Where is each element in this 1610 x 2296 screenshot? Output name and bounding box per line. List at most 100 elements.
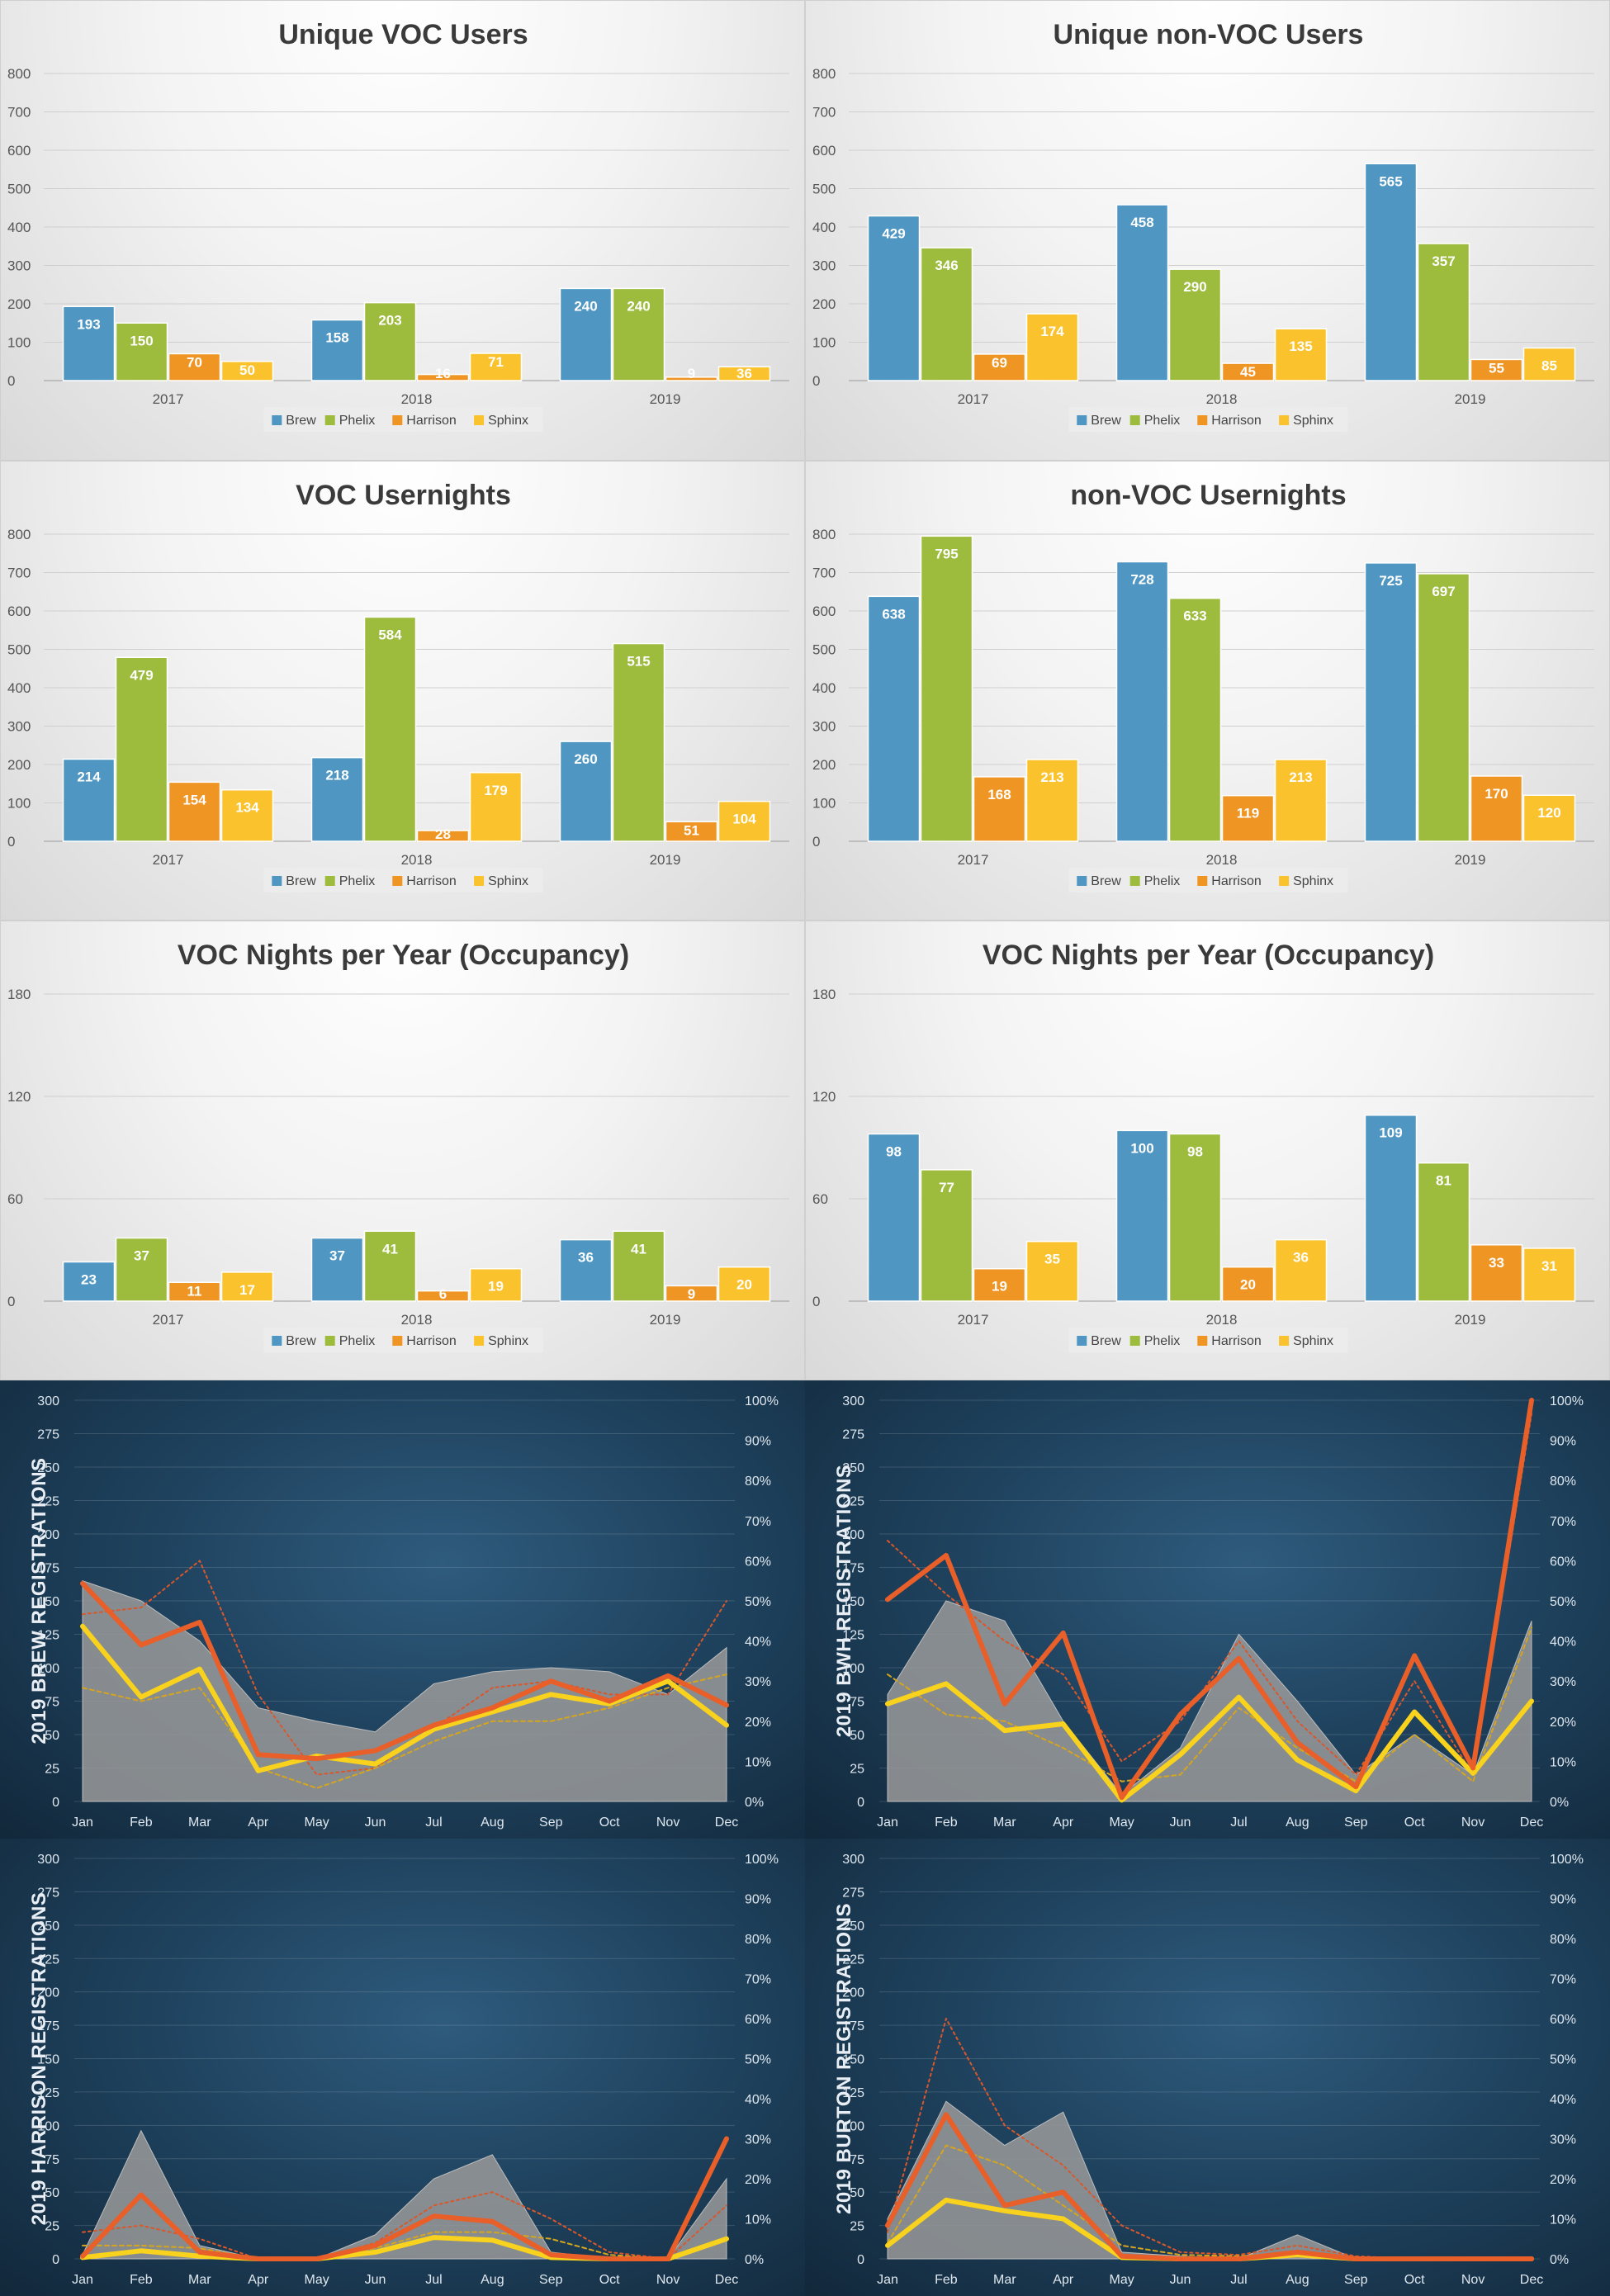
legend-label-phelix: Phelix [1144,1334,1181,1348]
x-tick-label: 2019 [650,852,681,868]
data-label: 479 [130,667,153,683]
bar-phelix-2019 [1417,243,1470,381]
x-tick-label: Jun [365,1815,386,1830]
y-tick-label: 125 [842,2086,864,2100]
x-tick-label: Sep [539,1815,563,1830]
x-tick-label: 2017 [153,1312,184,1328]
legend-label-sphinx: Sphinx [488,414,528,428]
bar-sphinx-2017 [1025,759,1079,842]
bar-brew-2019 [559,741,613,842]
legend-label-phelix: Phelix [339,874,376,888]
data-label: 37 [134,1248,149,1264]
data-label: 429 [882,226,905,242]
y-tick-label: 400 [7,220,31,235]
bar-harrison-2018 [416,373,470,381]
bar-harrison-2018 [1221,362,1275,381]
bar-harrison-2017 [168,353,221,381]
y-tick-label: 300 [7,258,31,274]
bar-phelix-2017 [920,247,973,381]
legend-swatch-sphinx [1279,415,1290,425]
bar-harrison-2017 [973,353,1026,381]
y-tick-label: 50 [45,1729,59,1743]
data-label: 240 [627,298,650,314]
legend-label-brew: Brew [286,1334,316,1348]
area-series [82,2129,727,2260]
y-tick-label: 200 [7,757,31,773]
y2-tick-label: 10% [1550,2213,1576,2227]
y-tick-label: 275 [37,1886,59,1900]
data-label: 346 [935,258,958,273]
data-label: 515 [627,654,650,670]
y-tick-label: 175 [37,1562,59,1576]
legend-label-harrison: Harrison [406,874,456,888]
y-tick-label: 100 [842,1662,864,1676]
legend-label-sphinx: Sphinx [1293,1334,1333,1348]
chart-title: VOC Usernights [296,480,511,511]
data-label: 33 [1489,1255,1504,1271]
chart-unique-voc-users: Unique VOC Users 0 100 200 300 400 500 600 700 80… [0,0,805,461]
y-tick-label: 0 [52,1796,59,1810]
bar-phelix-2017 [920,535,973,842]
legend-swatch-sphinx [1279,1336,1290,1346]
y-tick-label: 0 [812,834,820,850]
bar-sphinx-2017 [1025,1240,1079,1302]
bar-sphinx-2018 [1274,328,1328,381]
y2-tick-label: 80% [1550,1475,1576,1489]
data-label: 260 [574,751,597,767]
data-label: 697 [1432,584,1455,599]
bar-phelix-2018 [363,1230,417,1302]
data-label: 109 [1379,1125,1402,1141]
y-tick-label: 400 [812,680,836,696]
y-tick-label: 300 [7,719,31,735]
x-tick-label: Aug [481,2273,504,2287]
y-tick-label: 300 [37,1853,59,1867]
bar-harrison-2018 [416,830,470,842]
y-tick-label: 200 [842,1528,864,1542]
chart-bwh-registrations: 0 25 50 75 100 125 150 175 200 225 250 275 300 0% 10% 2… [805,1380,1610,1839]
x-tick-label: 2019 [650,1312,681,1328]
legend-label-harrison: Harrison [1211,874,1261,888]
data-label: 633 [1183,608,1206,624]
y2-tick-label: 50% [745,1595,771,1609]
legend-label-harrison: Harrison [406,1334,456,1348]
bar-phelix-2017 [115,656,168,842]
bar-sphinx-2019 [1522,1247,1576,1302]
x-tick-label: Apr [1053,1815,1074,1830]
y-tick-label: 225 [842,1953,864,1967]
legend-swatch-brew [272,876,282,886]
x-tick-label: Nov [656,1815,680,1830]
orange-dotted-line [887,2018,1532,2260]
bar-brew-2019 [1364,562,1418,842]
data-label: 77 [939,1180,954,1195]
data-label: 120 [1537,805,1560,821]
y2-tick-label: 0% [1550,2253,1569,2267]
bar-phelix-2018 [1168,268,1222,381]
data-label: 19 [488,1279,504,1295]
data-label: 170 [1485,786,1508,802]
y-tick-label: 150 [37,1595,59,1609]
chart-title: non-VOC Usernights [1070,480,1346,511]
data-label: 70 [187,354,202,370]
y-tick-label: 100 [37,2119,59,2133]
bar-brew-2017 [867,595,921,842]
bar-sphinx-2017 [220,361,274,381]
y-tick-label: 100 [37,1662,59,1676]
yellow-dotted-line [82,1673,727,1789]
bar-brew-2017 [867,1133,921,1302]
bar-harrison-2019 [1470,1244,1523,1302]
legend-label-sphinx: Sphinx [488,1334,528,1348]
y2-tick-label: 50% [745,2053,771,2067]
y-tick-label: 600 [7,143,31,159]
bar-sphinx-2018 [1274,1238,1328,1302]
x-tick-label: Jul [425,2273,442,2287]
legend-label-phelix: Phelix [1144,414,1181,428]
y-tick-label: 175 [37,2019,59,2033]
y2-tick-label: 100% [745,1853,779,1867]
x-tick-label: 2018 [1206,1312,1238,1328]
y-tick-label: 0 [812,1294,820,1309]
y-tick-label: 0 [7,1294,15,1309]
x-tick-label: Jan [72,1815,93,1830]
y2-tick-label: 40% [1550,1636,1576,1650]
bar-brew-2018 [310,756,364,842]
y-tick-label: 300 [812,258,836,274]
